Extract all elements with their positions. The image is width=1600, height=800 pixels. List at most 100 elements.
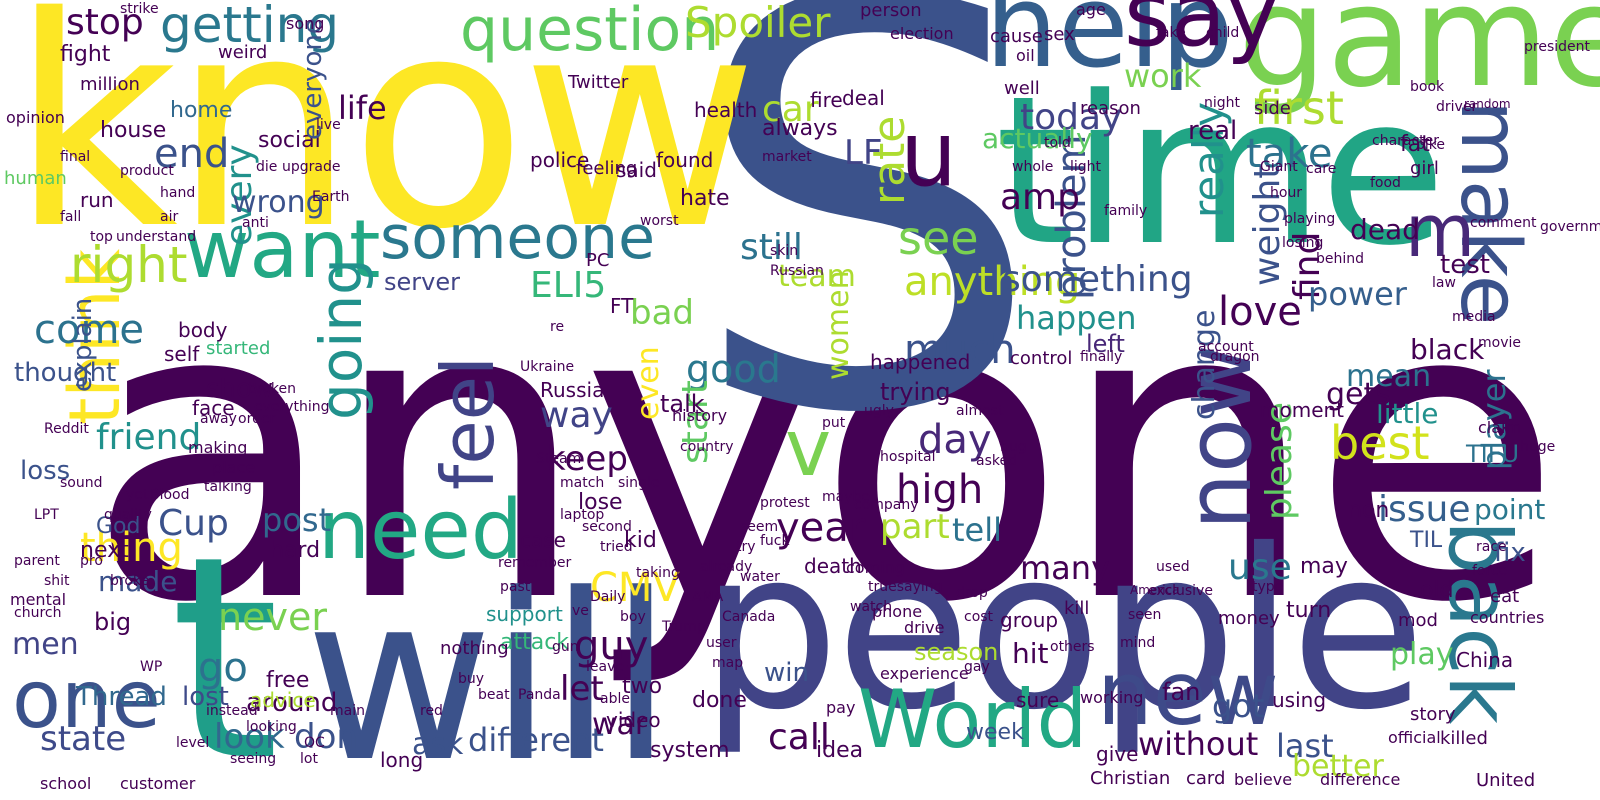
word-story: story xyxy=(1410,704,1456,725)
word-driver: driver xyxy=(1436,99,1478,115)
word-lost: lost xyxy=(182,682,229,712)
word-sure: sure xyxy=(1016,688,1060,712)
word-even: even xyxy=(631,346,666,420)
word-game: game xyxy=(1238,0,1600,119)
word-try: try xyxy=(736,539,756,555)
word-idea: idea xyxy=(816,738,864,763)
word-China: China xyxy=(1456,648,1514,672)
word-losing: losing xyxy=(1282,235,1324,251)
word-watch: watch xyxy=(850,599,893,615)
word-call: call xyxy=(768,717,830,758)
word-remember: remember xyxy=(498,555,572,571)
word-air: air xyxy=(160,209,179,225)
word-health: health xyxy=(694,98,758,122)
word-post: post xyxy=(262,501,332,539)
word-age: age xyxy=(1076,0,1106,19)
word-almost: almost xyxy=(956,403,1004,419)
word-moment: moment xyxy=(1260,398,1345,422)
word-self: self xyxy=(164,342,200,366)
word-user: user xyxy=(706,635,737,651)
word-Cup: Cup xyxy=(158,503,229,544)
word-away: away xyxy=(200,411,237,427)
word-mean: mean xyxy=(1346,359,1432,394)
word-without: without xyxy=(1138,725,1259,763)
word-bad: bad xyxy=(630,293,694,333)
word-ask: ask xyxy=(412,727,464,762)
word-Christian: Christian xyxy=(1090,768,1171,789)
word-TIFU: TIFU xyxy=(1466,440,1520,468)
word-anything: anything xyxy=(904,259,1081,305)
word-fight: fight xyxy=(60,42,111,67)
word-well: well xyxy=(1004,78,1040,99)
word-mod: mod xyxy=(1398,610,1438,631)
word-power: power xyxy=(1308,275,1407,313)
word-family: family xyxy=(1104,203,1148,219)
word-kid: kid xyxy=(624,528,657,553)
word-seen: seen xyxy=(1128,607,1162,623)
word-person: person xyxy=(860,0,922,21)
word-see: see xyxy=(898,211,979,265)
word-body: body xyxy=(178,318,228,342)
word-boy: boy xyxy=(620,609,646,625)
word-know: know xyxy=(10,0,758,293)
word-TIL: TIL xyxy=(1410,528,1443,553)
word-Earth: Earth xyxy=(312,189,350,205)
word-lose: lose xyxy=(578,490,623,515)
word-week: week xyxy=(966,720,1024,745)
word-fake: fake xyxy=(1156,25,1186,41)
word-new: new xyxy=(1097,642,1279,745)
word-end: end xyxy=(154,131,230,177)
word-found: found xyxy=(656,148,714,172)
word-place: place xyxy=(212,458,256,477)
word-cause: cause xyxy=(990,26,1043,47)
word-time: time xyxy=(995,53,1446,291)
word-nothing: nothing xyxy=(440,638,509,659)
word-seeing: seeing xyxy=(230,751,277,767)
word-book: book xyxy=(1410,79,1445,95)
word-light: light xyxy=(1070,159,1102,175)
word-official: official xyxy=(1388,728,1441,747)
word-attack: attack xyxy=(500,630,570,655)
word-account: account xyxy=(1198,339,1254,355)
word-Russian: Russian xyxy=(770,263,824,279)
word-explain: explain xyxy=(68,297,98,392)
word-side: side xyxy=(1254,98,1291,119)
word-don: don xyxy=(294,717,358,757)
word-re: re xyxy=(550,319,565,335)
word-upgrade: upgrade xyxy=(282,159,341,175)
word-happen: happen xyxy=(1016,299,1137,337)
word-fall: fall xyxy=(60,209,82,225)
word-let: let xyxy=(560,669,604,709)
word-hour: hour xyxy=(1270,185,1303,201)
word-talk: talk xyxy=(660,390,705,418)
word-m: m xyxy=(1405,189,1476,273)
word-government: government xyxy=(1540,219,1600,235)
word-map: map xyxy=(712,655,744,671)
word-past: past xyxy=(500,579,531,595)
word-police: police xyxy=(530,148,590,172)
word-kill: kill xyxy=(1064,598,1090,619)
word-support: support xyxy=(486,602,563,626)
word-maybe: maybe xyxy=(822,489,871,505)
word-group: group xyxy=(1000,608,1059,632)
word-church: church xyxy=(14,605,62,621)
word-u: u xyxy=(900,102,958,207)
word-movie: movie xyxy=(1478,335,1521,351)
word-race: race xyxy=(1476,539,1507,555)
word-state: state xyxy=(40,719,127,759)
word-comment: comment xyxy=(1470,215,1537,231)
word-right: right xyxy=(70,236,188,294)
word-Trump: Trump xyxy=(662,619,706,635)
word-Panda: Panda xyxy=(518,687,561,703)
word-shit: shit xyxy=(44,573,70,589)
word-history: history xyxy=(672,406,728,425)
word-give: give xyxy=(1096,742,1139,766)
word-gets: gets xyxy=(1326,377,1391,412)
word-eat: eat xyxy=(1490,586,1520,607)
word-president: president xyxy=(1524,39,1590,55)
word-someone: someone xyxy=(380,203,655,273)
word-taking: taking xyxy=(636,565,680,581)
word-help: help xyxy=(985,0,1234,94)
word-house: house xyxy=(100,118,167,143)
word-home: home xyxy=(170,98,233,123)
